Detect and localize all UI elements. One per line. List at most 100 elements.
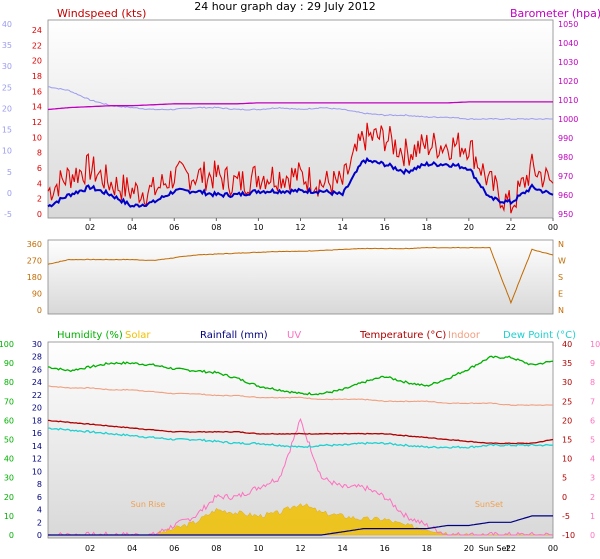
secondary-tick-3: 25	[2, 83, 12, 92]
chart-title: 24 hour graph day : 29 July 2012	[194, 0, 376, 13]
barometer-tick-3: 1020	[558, 77, 578, 86]
compass-label-1: W	[558, 257, 566, 266]
x3-tick-6: 14	[337, 544, 347, 553]
temperature-tick-2: 30	[562, 378, 572, 387]
uv-tick-6: 4	[590, 455, 595, 464]
x3-tick-5: 12	[295, 544, 305, 553]
temperature-tick-6: 10	[562, 455, 572, 464]
compass-label-2: S	[558, 273, 563, 282]
humidity-tick-4: 60	[4, 416, 14, 425]
windspeed-tick-7: 10	[32, 133, 42, 142]
uv-tick-9: 1	[590, 512, 595, 521]
temperature-tick-1: 35	[562, 359, 572, 368]
barometer-axis-ticks: 1050 1040 1030 1020 1010 1000 990 980 970 960 950	[558, 20, 578, 219]
legend-item-5: Indoor	[448, 330, 481, 341]
temperature-tick-0: 40	[562, 340, 572, 349]
direction-tick-1: 270	[27, 257, 42, 266]
panel3-legend: Humidity (%) Solar Rainfall (mm) UV Temperat…	[57, 330, 576, 341]
temperature-tick-8: 0	[562, 493, 567, 502]
x-tick-14: 14	[337, 223, 347, 232]
temperature-tick-4: 20	[562, 416, 572, 425]
x3-tick-10: Sun Set	[479, 544, 510, 553]
x-tick-10: 10	[253, 223, 263, 232]
compass-label-3: E	[558, 290, 563, 299]
barometer-tick-9: 960	[558, 191, 573, 200]
rain-tick-1: 28	[32, 353, 42, 362]
temperature-line	[47, 419, 554, 445]
legend-item-0: Humidity (%)	[57, 330, 123, 341]
sunrise-annotation: Sun Rise	[131, 500, 166, 509]
direction-tick-2: 180	[27, 273, 42, 282]
x-tick-18: 18	[422, 223, 432, 232]
direction-tick-4: 0	[37, 306, 42, 315]
panel3-series	[47, 355, 554, 536]
secondary-tick-9: -5	[4, 210, 12, 219]
rain-tick-13: 4	[37, 506, 42, 515]
rain-tick-8: 14	[32, 442, 42, 451]
temperature-tick-7: 5	[562, 474, 567, 483]
secondary-tick-0: 40	[2, 20, 12, 29]
legend-item-6: Dew Point (°C)	[503, 330, 576, 341]
barometer-tick-10: 950	[558, 210, 573, 219]
humidity-tick-5: 50	[4, 436, 14, 445]
secondary-pressure-line	[47, 86, 553, 121]
humidity-tick-10: 0	[9, 531, 14, 540]
windspeed-tick-12: 0	[37, 210, 42, 219]
rain-tick-15: 0	[37, 531, 42, 540]
barometer-label: Barometer (hpa)	[510, 7, 600, 20]
x3-tick-12: 00	[548, 544, 558, 553]
uv-tick-1: 9	[590, 359, 595, 368]
secondary-tick-7: 5	[7, 168, 12, 177]
secondary-tick-2: 30	[2, 62, 12, 71]
x3-tick-11: 22	[506, 544, 516, 553]
barometer-tick-7: 980	[558, 153, 573, 162]
uv-tick-4: 6	[590, 416, 595, 425]
x3-tick-8: 18	[422, 544, 432, 553]
barometer-tick-5: 1000	[558, 115, 578, 124]
windspeed-tick-5: 14	[32, 103, 42, 112]
uv-tick-8: 2	[590, 493, 595, 502]
x3-tick-0: 02	[85, 544, 95, 553]
uv-tick-7: 3	[590, 474, 595, 483]
temperature-tick-5: 15	[562, 436, 572, 445]
legend-item-4: Temperature (°C)	[359, 330, 446, 341]
windspeed-tick-2: 20	[32, 57, 42, 66]
uv-tick-5: 5	[590, 436, 595, 445]
rain-tick-5: 20	[32, 404, 42, 413]
windspeed-tick-11: 2	[37, 195, 42, 204]
x-tick-22: 22	[506, 223, 516, 232]
x-tick-12: 12	[295, 223, 305, 232]
rain-tick-6: 18	[32, 416, 42, 425]
windspeed-tick-9: 6	[37, 164, 42, 173]
windspeed-label: Windspeed (kts)	[57, 7, 146, 20]
windspeed-tick-0: 24	[32, 26, 42, 35]
panel2-series	[47, 246, 554, 305]
x-tick-06: 06	[169, 223, 179, 232]
secondary-tick-6: 10	[2, 147, 12, 156]
uv-tick-10: 0	[590, 531, 595, 540]
humidity-tick-2: 80	[4, 378, 14, 387]
barometer-tick-0: 1050	[558, 20, 578, 29]
windspeed-tick-6: 12	[32, 118, 42, 127]
uv-tick-3: 7	[590, 397, 595, 406]
secondary-tick-5: 15	[2, 126, 12, 135]
direction-axis-ticks: 360 270 180 90 0	[27, 240, 42, 315]
rain-tick-12: 6	[37, 493, 42, 502]
barometer-tick-1: 1040	[558, 39, 578, 48]
humidity-tick-6: 40	[4, 455, 14, 464]
rain-tick-3: 24	[32, 378, 42, 387]
windspeed-average-line	[47, 156, 554, 208]
barometer-tick-4: 1010	[558, 96, 578, 105]
legend-item-1: Solar	[125, 330, 151, 341]
x3-tick-7: 16	[380, 544, 390, 553]
x3-tick-4: 10	[253, 544, 263, 553]
humidity-tick-8: 20	[4, 493, 14, 502]
uv-tick-0: 10	[590, 340, 600, 349]
rain-tick-11: 8	[37, 480, 42, 489]
panel1-series	[47, 86, 554, 214]
panel-wind-direction-bg	[47, 239, 554, 315]
